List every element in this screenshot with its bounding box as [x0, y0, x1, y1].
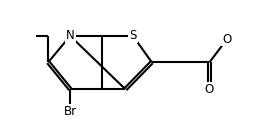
- Text: O: O: [222, 33, 232, 46]
- Text: S: S: [129, 29, 137, 42]
- Text: O: O: [205, 83, 214, 96]
- Text: N: N: [66, 29, 75, 42]
- Text: Br: Br: [64, 105, 77, 118]
